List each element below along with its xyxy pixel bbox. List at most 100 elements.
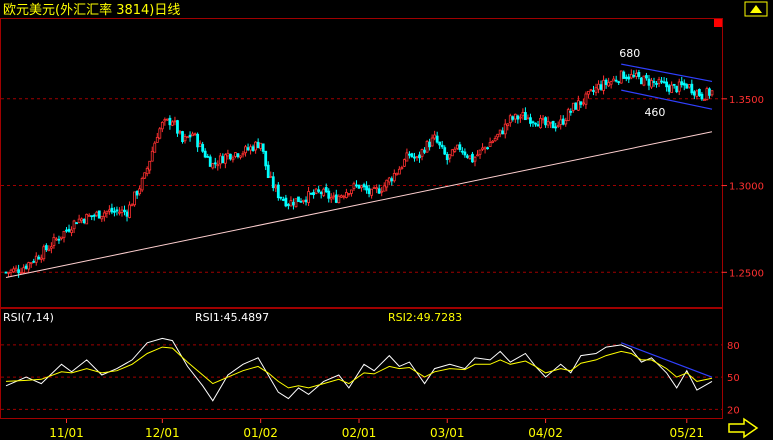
candle-body xyxy=(438,141,442,146)
candle-body xyxy=(481,147,484,150)
candle-body xyxy=(128,204,131,218)
candle-body xyxy=(692,91,696,96)
scroll-up-icon[interactable] xyxy=(744,1,768,17)
candle-body xyxy=(102,212,106,218)
candle-body xyxy=(266,164,270,179)
candle-body xyxy=(254,141,258,151)
date-tick-label: 03/01 xyxy=(430,426,465,440)
candle-body xyxy=(72,220,76,230)
candle-body xyxy=(546,121,550,126)
candle-body xyxy=(471,153,474,163)
candle-body xyxy=(92,214,96,217)
candle-body xyxy=(665,81,669,88)
candle-body xyxy=(501,130,505,135)
rsi-indicator-label: RSI(7,14) xyxy=(3,311,54,324)
candle-body xyxy=(687,84,691,88)
candle-body xyxy=(503,123,507,135)
candle-body xyxy=(27,262,31,270)
candle-body xyxy=(75,222,78,225)
candle-body xyxy=(281,199,285,201)
candle-body xyxy=(476,154,479,157)
candle-body xyxy=(239,155,242,158)
candle-body xyxy=(415,156,419,158)
candle-body xyxy=(181,131,184,142)
chart-title: 欧元美元(外汇汇率 3814)日线 xyxy=(3,2,180,18)
candle-body xyxy=(191,133,194,137)
candle-body xyxy=(299,200,303,203)
candle-body xyxy=(206,156,210,158)
candle-body xyxy=(39,257,43,260)
candle-body xyxy=(24,265,28,269)
candle-body xyxy=(556,124,560,127)
candle-body xyxy=(445,154,449,161)
scroll-right-icon[interactable] xyxy=(728,417,759,439)
support-trendline xyxy=(5,131,713,278)
candle-body xyxy=(544,117,547,126)
rsi-line-rsi2 xyxy=(5,346,713,389)
candle-body xyxy=(660,80,663,83)
candle-body xyxy=(703,99,706,101)
candle-body xyxy=(607,82,611,87)
candle-body xyxy=(710,90,714,96)
candle-body xyxy=(125,211,129,217)
candle-body xyxy=(82,218,86,224)
candle-body xyxy=(443,147,447,155)
candle-body xyxy=(85,213,89,225)
candle-body xyxy=(667,85,671,92)
candle-body xyxy=(29,262,33,265)
candle-body xyxy=(317,189,321,192)
candle-body xyxy=(261,143,265,152)
candle-body xyxy=(486,147,489,150)
candle-body xyxy=(385,179,389,188)
candle-body xyxy=(559,119,563,125)
candle-body xyxy=(705,88,709,100)
candle-body xyxy=(113,210,116,213)
candle-body xyxy=(145,167,149,175)
candle-body xyxy=(337,195,341,204)
candle-body xyxy=(19,272,23,275)
candle-body xyxy=(52,237,56,246)
rsi-tick-label: 80 xyxy=(727,341,740,352)
candle-body xyxy=(193,133,197,136)
candle-body xyxy=(4,271,8,274)
candle-body xyxy=(9,269,13,274)
candle-body xyxy=(271,176,275,189)
candle-body xyxy=(365,185,368,191)
candle-body xyxy=(652,81,656,83)
candle-body xyxy=(493,137,497,142)
candle-body xyxy=(496,133,500,138)
candle-body xyxy=(685,84,689,89)
candle-body xyxy=(123,209,126,212)
candle-body xyxy=(377,188,381,194)
candle-body xyxy=(370,188,374,196)
rsi-series xyxy=(5,337,713,402)
candle-body xyxy=(198,142,202,147)
candle-body xyxy=(690,83,694,94)
candle-body xyxy=(549,121,553,124)
candle-body xyxy=(155,136,159,143)
candle-body xyxy=(332,195,336,198)
candle-body xyxy=(17,269,21,274)
channel-lower-line xyxy=(621,89,713,110)
candle-body xyxy=(619,70,623,84)
candle-body xyxy=(165,118,169,121)
candle-body xyxy=(259,142,263,149)
candle-body xyxy=(662,81,666,84)
candle-body xyxy=(435,135,439,143)
candle-body xyxy=(675,85,679,93)
rsi-trendline xyxy=(621,342,713,378)
candle-body xyxy=(60,236,63,239)
candle-body xyxy=(655,83,658,85)
candle-body xyxy=(279,196,283,199)
candle-body xyxy=(513,113,517,120)
panel-corner-marker xyxy=(714,19,722,27)
candle-body xyxy=(614,79,618,82)
candle-body xyxy=(397,168,401,175)
candle-body xyxy=(203,150,207,158)
candle-body xyxy=(65,229,68,232)
candle-body xyxy=(307,191,310,203)
candle-body xyxy=(708,88,711,96)
candle-body xyxy=(324,187,328,193)
candle-body xyxy=(168,117,172,126)
candle-body xyxy=(244,146,247,154)
